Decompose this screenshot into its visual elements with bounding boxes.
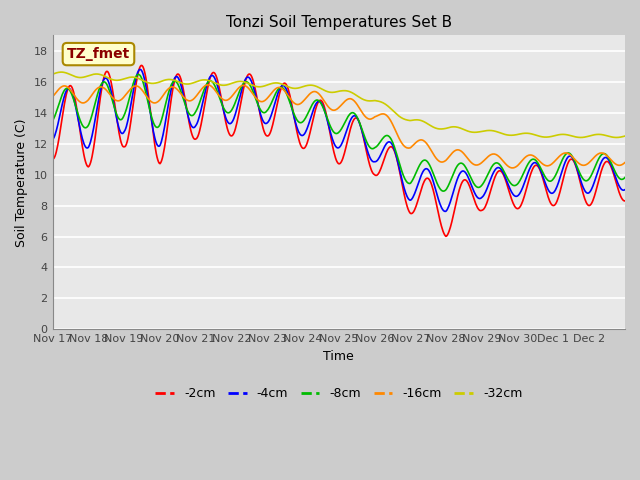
Text: TZ_fmet: TZ_fmet — [67, 47, 130, 61]
X-axis label: Time: Time — [323, 350, 354, 363]
Legend: -2cm, -4cm, -8cm, -16cm, -32cm: -2cm, -4cm, -8cm, -16cm, -32cm — [150, 383, 527, 406]
Y-axis label: Soil Temperature (C): Soil Temperature (C) — [15, 118, 28, 247]
Title: Tonzi Soil Temperatures Set B: Tonzi Soil Temperatures Set B — [226, 15, 452, 30]
